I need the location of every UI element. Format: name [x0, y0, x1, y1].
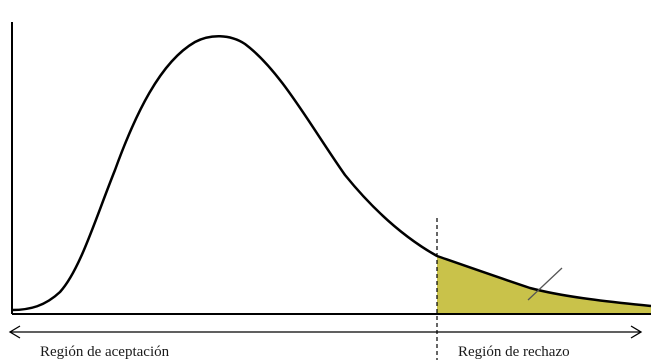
rejection-region-fill	[437, 256, 651, 314]
rejection-region-marker	[527, 267, 563, 301]
rejection-region-label: Región de rechazo	[458, 344, 570, 360]
density-curve	[11, 35, 651, 312]
acceptance-region-label: Región de aceptación	[40, 344, 170, 360]
range-arrow-left-head	[8, 325, 21, 339]
range-arrow-right-head	[630, 325, 643, 339]
